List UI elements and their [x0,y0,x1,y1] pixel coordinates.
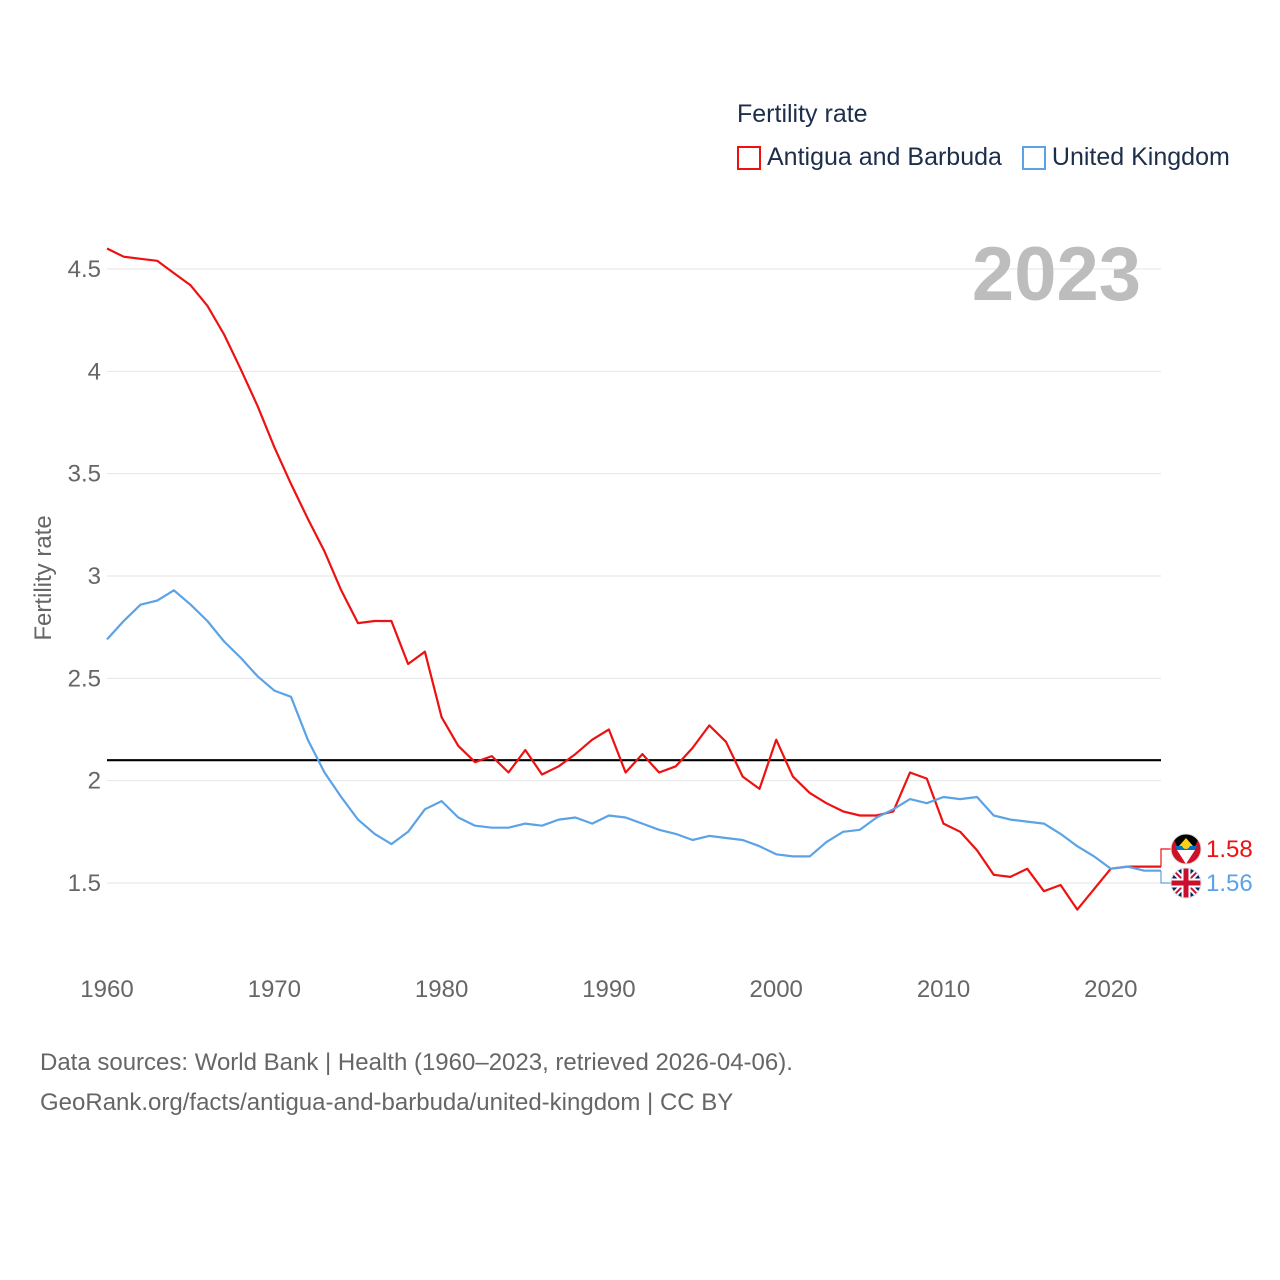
y-axis-title: Fertility rate [30,515,57,640]
year-label: 2023 [972,232,1141,317]
legend-label-united-kingdom: United Kingdom [1051,143,1230,171]
end-value-label-antigua-and-barbuda: 1.58 [1206,836,1253,863]
x-tick-label: 1970 [248,976,301,1003]
series-line-united-kingdom [106,589,1161,872]
legend-label-antigua-and-barbuda: Antigua and Barbuda [767,143,1002,171]
y-tick-label: 2.5 [68,665,101,692]
uk-flag-icon [1170,867,1202,899]
x-tick-label: 2010 [917,976,970,1003]
series-line-antigua-and-barbuda [106,247,1161,911]
end-value-label-united-kingdom: 1.56 [1206,870,1253,897]
y-tick-label: 4 [88,358,101,385]
x-tick-label: 2020 [1084,976,1137,1003]
legend-item-united-kingdom[interactable]: United Kingdom [1021,143,1230,172]
x-tick-label: 1990 [582,976,635,1003]
end-connector-antigua-and-barbuda [1160,848,1172,867]
legend-item-antigua-and-barbuda[interactable]: Antigua and Barbuda [737,143,1002,172]
y-tick-label: 1.5 [68,870,101,897]
legend: Antigua and Barbuda United Kingdom [737,143,1230,172]
antigua-flag-icon [1170,833,1202,865]
y-tick-label: 3.5 [68,461,101,488]
y-tick-label: 4.5 [68,256,101,283]
legend-swatch-united-kingdom [1021,145,1046,170]
y-tick-label: 2 [88,768,101,795]
data-source-text: Data sources: World Bank | Health (1960–… [40,1049,793,1076]
end-connector-united-kingdom [1160,870,1172,884]
x-tick-label: 2000 [750,976,803,1003]
x-tick-label: 1980 [415,976,468,1003]
footer: Data sources: World Bank | Health (1960–… [40,1043,793,1123]
legend-swatch-antigua-and-barbuda [737,145,761,170]
y-tick-label: 3 [88,563,101,590]
attribution-text: GeoRank.org/facts/antigua-and-barbuda/un… [40,1089,734,1116]
x-tick-label: 1960 [80,976,133,1003]
legend-title: Fertility rate [737,100,868,128]
